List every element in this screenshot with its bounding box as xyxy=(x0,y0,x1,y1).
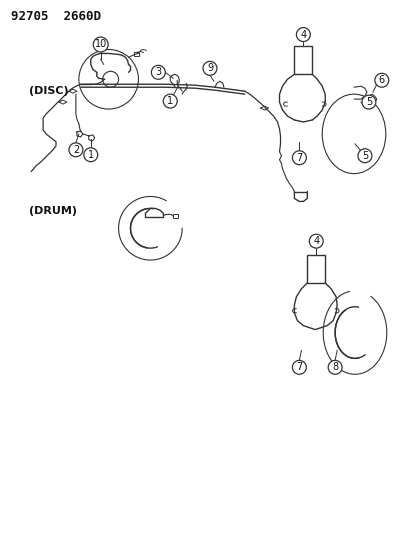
Circle shape xyxy=(296,28,310,42)
Circle shape xyxy=(374,74,388,87)
Text: 2: 2 xyxy=(73,145,79,155)
Bar xyxy=(294,46,311,74)
Circle shape xyxy=(163,94,177,108)
Circle shape xyxy=(309,234,323,248)
Circle shape xyxy=(357,149,371,163)
Text: (DISC): (DISC) xyxy=(29,86,69,96)
Circle shape xyxy=(202,61,216,75)
Text: (DRUM): (DRUM) xyxy=(29,206,77,216)
Text: 9: 9 xyxy=(206,63,213,74)
Text: 4: 4 xyxy=(299,29,306,39)
Text: 92705  2660D: 92705 2660D xyxy=(11,10,101,23)
Text: 8: 8 xyxy=(331,362,337,373)
Circle shape xyxy=(151,66,165,79)
Circle shape xyxy=(83,148,97,161)
Text: 7: 7 xyxy=(296,362,302,373)
Text: 3: 3 xyxy=(155,67,161,77)
Circle shape xyxy=(328,360,341,374)
Text: 5: 5 xyxy=(361,151,367,161)
Text: 6: 6 xyxy=(378,75,384,85)
Text: 10: 10 xyxy=(94,39,107,50)
Text: 1: 1 xyxy=(167,96,173,106)
Text: 4: 4 xyxy=(313,236,318,246)
Bar xyxy=(134,52,139,56)
Text: 5: 5 xyxy=(365,97,371,107)
Circle shape xyxy=(361,95,375,109)
Bar xyxy=(306,255,325,283)
Text: 1: 1 xyxy=(88,150,94,160)
Circle shape xyxy=(292,360,306,374)
Circle shape xyxy=(93,37,108,52)
Circle shape xyxy=(292,151,306,165)
Circle shape xyxy=(69,143,83,157)
Text: 7: 7 xyxy=(296,153,302,163)
Bar xyxy=(173,214,178,219)
